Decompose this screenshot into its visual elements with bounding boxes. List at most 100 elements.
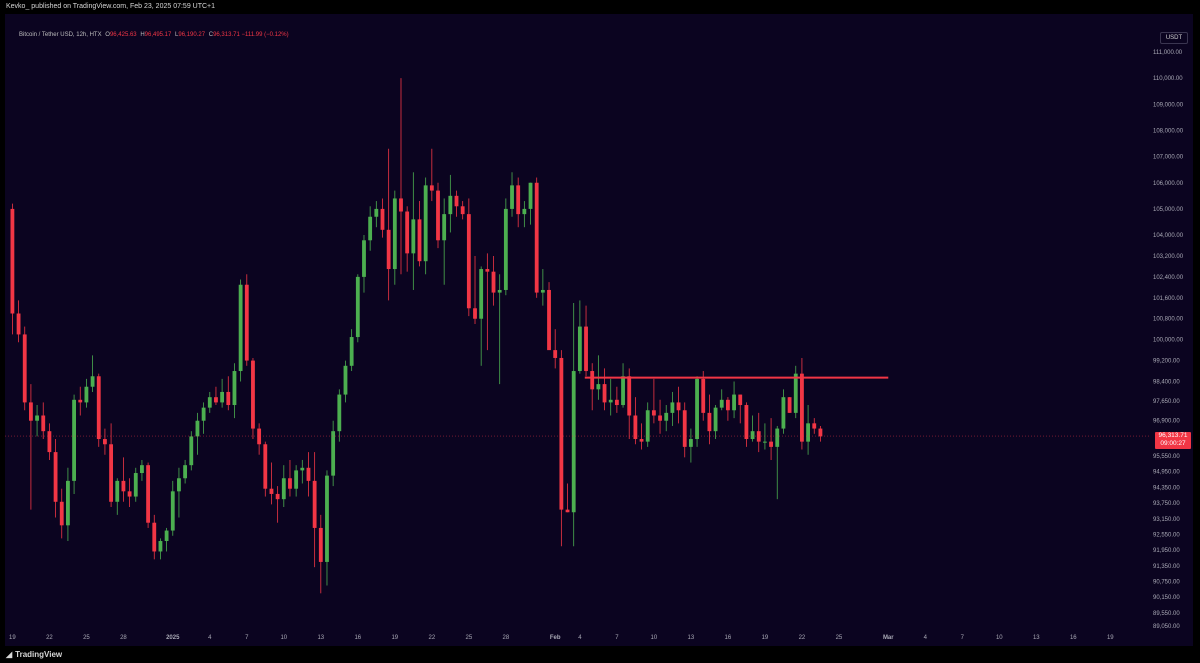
candle[interactable] — [812, 418, 817, 434]
candle[interactable] — [639, 423, 644, 450]
candle[interactable] — [140, 459, 144, 481]
candle[interactable] — [53, 439, 58, 518]
symbol-legend[interactable]: Bitcoin / Tether USD, 12h, HTX O96,425.6… — [19, 32, 289, 38]
candle[interactable] — [90, 355, 95, 392]
candle[interactable] — [516, 177, 521, 228]
candle[interactable] — [263, 441, 268, 497]
candle[interactable] — [16, 300, 21, 343]
candle[interactable] — [22, 326, 27, 411]
candle[interactable] — [189, 431, 194, 471]
candle[interactable] — [300, 459, 305, 484]
candle[interactable] — [497, 274, 502, 385]
candle[interactable] — [158, 538, 163, 560]
candle[interactable] — [688, 428, 693, 463]
candle[interactable] — [133, 467, 138, 502]
candle[interactable] — [775, 425, 780, 500]
candle[interactable] — [534, 177, 539, 298]
candle[interactable] — [251, 357, 255, 440]
candle[interactable] — [732, 381, 736, 419]
candle[interactable] — [547, 282, 551, 351]
candle[interactable] — [682, 402, 687, 458]
candle[interactable] — [355, 274, 360, 343]
candle[interactable] — [806, 405, 811, 455]
candle[interactable] — [294, 465, 299, 497]
candle[interactable] — [658, 399, 662, 434]
candle[interactable] — [109, 423, 114, 508]
candle[interactable] — [392, 190, 397, 285]
candle[interactable] — [47, 423, 52, 460]
candle[interactable] — [577, 300, 582, 374]
candle[interactable] — [306, 452, 311, 497]
candle[interactable] — [195, 412, 200, 455]
candle[interactable] — [35, 405, 39, 437]
candle[interactable] — [405, 206, 410, 272]
candle[interactable] — [590, 363, 595, 411]
candle[interactable] — [756, 412, 761, 453]
candle[interactable] — [781, 389, 786, 434]
candle[interactable] — [325, 470, 329, 586]
candle[interactable] — [725, 397, 730, 421]
candle[interactable] — [602, 368, 607, 411]
candle[interactable] — [713, 405, 718, 440]
candle[interactable] — [608, 378, 613, 416]
candle[interactable] — [10, 203, 15, 335]
candle[interactable] — [417, 201, 422, 267]
candle[interactable] — [763, 423, 767, 450]
candle[interactable] — [41, 402, 46, 440]
candle[interactable] — [738, 394, 743, 424]
candle[interactable] — [553, 329, 558, 369]
candle[interactable] — [460, 201, 465, 220]
currency-button[interactable]: USDT — [1160, 32, 1188, 44]
candle[interactable] — [818, 425, 823, 442]
candle[interactable] — [59, 488, 64, 539]
candle[interactable] — [207, 391, 212, 413]
tradingview-logo[interactable]: ◢ TradingView — [6, 650, 62, 659]
candle[interactable] — [238, 279, 243, 382]
candle[interactable] — [744, 402, 749, 447]
candle[interactable] — [750, 415, 755, 442]
candle[interactable] — [226, 376, 231, 411]
candle[interactable] — [337, 389, 342, 442]
candle[interactable] — [103, 428, 107, 455]
candle[interactable] — [331, 420, 336, 487]
candle[interactable] — [645, 402, 650, 447]
candle[interactable] — [183, 459, 188, 484]
price-chart[interactable]: 111,000.00 110,000.00 109,000.00 108,000.00… — [5, 14, 1193, 646]
candle[interactable] — [466, 198, 471, 317]
candle[interactable] — [503, 198, 508, 296]
candle[interactable] — [343, 360, 348, 403]
candle[interactable] — [522, 201, 527, 228]
candle[interactable] — [540, 269, 545, 306]
candle[interactable] — [528, 182, 533, 225]
candle[interactable] — [312, 452, 317, 568]
candle[interactable] — [448, 174, 453, 233]
candle[interactable] — [121, 457, 126, 502]
candle[interactable] — [146, 462, 151, 528]
candle[interactable] — [651, 378, 656, 424]
candle[interactable] — [127, 478, 132, 508]
candle[interactable] — [670, 391, 675, 426]
candle[interactable] — [170, 480, 175, 536]
candle[interactable] — [769, 418, 773, 460]
candle[interactable] — [66, 467, 70, 542]
candle[interactable] — [485, 253, 490, 351]
candle[interactable] — [362, 235, 366, 293]
candle[interactable] — [614, 386, 619, 413]
candle[interactable] — [257, 423, 262, 455]
candle[interactable] — [288, 459, 292, 497]
candle[interactable] — [380, 198, 385, 238]
candle[interactable] — [318, 514, 323, 594]
candle[interactable] — [177, 467, 181, 518]
candle[interactable] — [423, 177, 428, 275]
candle[interactable] — [411, 172, 416, 290]
candle[interactable] — [281, 465, 286, 508]
candle[interactable] — [164, 527, 169, 552]
candle[interactable] — [793, 365, 798, 419]
candle[interactable] — [269, 462, 274, 505]
candle[interactable] — [584, 305, 588, 377]
candle[interactable] — [473, 255, 477, 324]
candle[interactable] — [214, 386, 218, 406]
candle[interactable] — [442, 198, 447, 285]
candle[interactable] — [115, 478, 120, 515]
chart-pane[interactable]: 111,000.00 110,000.00 109,000.00 108,000.00… — [5, 14, 1193, 646]
